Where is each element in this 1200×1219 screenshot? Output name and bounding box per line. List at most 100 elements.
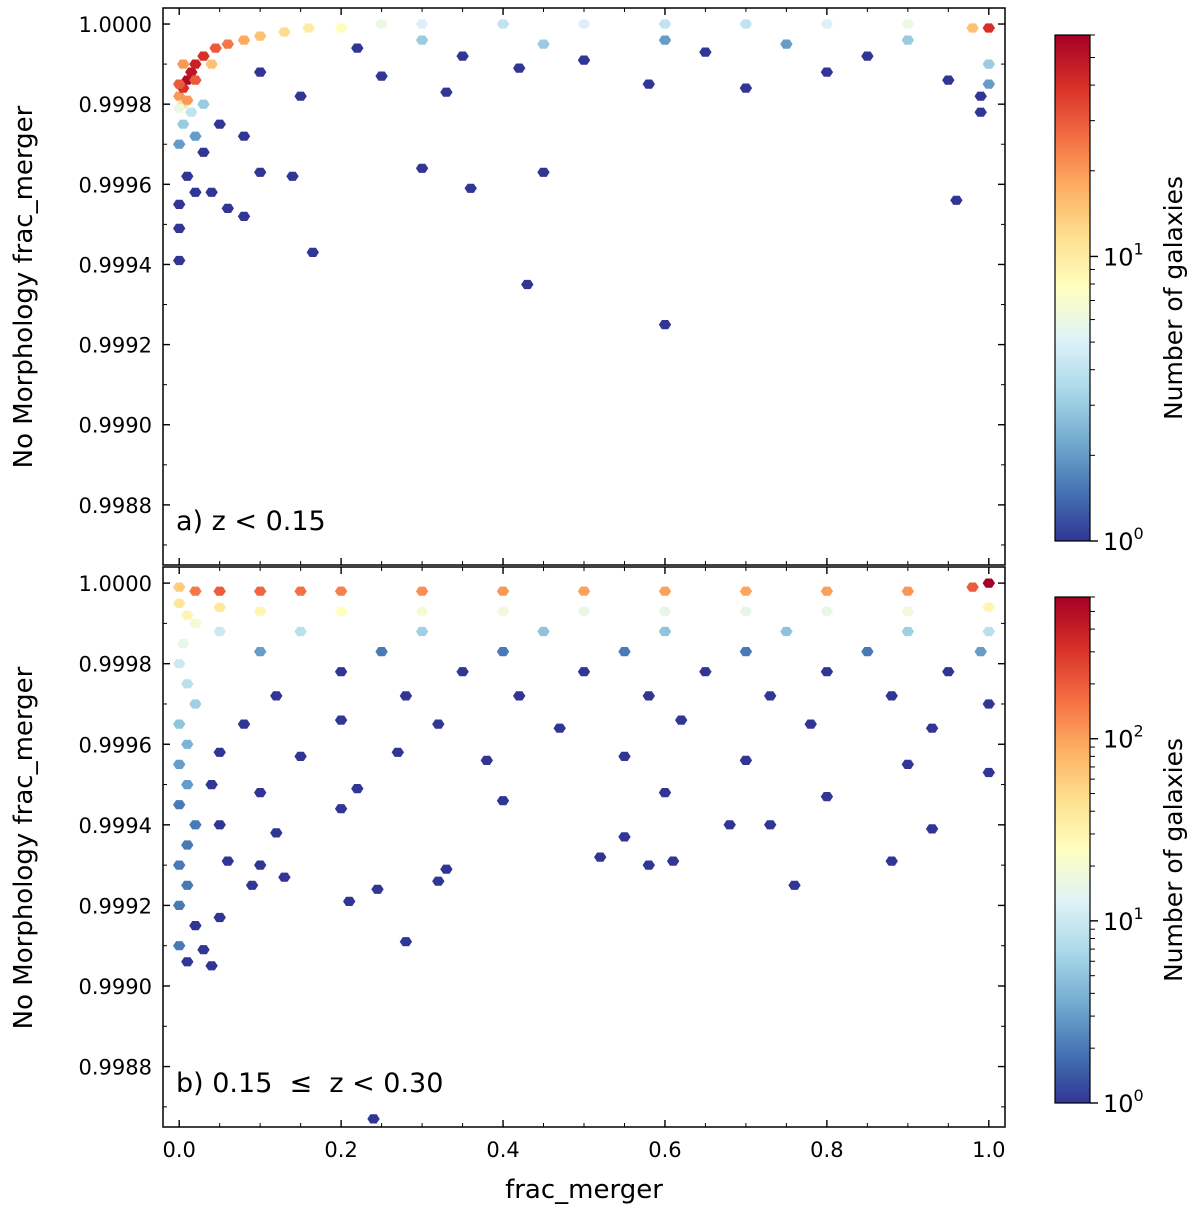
hexbin-cell [577,667,591,677]
hexbin-cell [173,900,186,910]
hexbin-cell [496,19,510,29]
hexbin-cell [306,247,319,257]
hexbin-cell [213,119,226,129]
hexbin-cell [173,139,186,149]
hexbin-cell [942,75,955,85]
hexbin-cell [618,832,631,842]
hexbin-cell [399,691,413,701]
hexbin-cell [658,586,672,596]
hexbin-cell [270,828,283,838]
hexbin-cell [213,912,226,923]
hexbin-cell [185,67,198,77]
colorbar-b-gradient [1054,596,1091,1104]
hexbin-cell [780,39,793,49]
panel-b-label: b) 0.15 ≤ z < 0.30 [176,1068,443,1099]
colorbar-tick-exponent: 1 [1134,239,1144,258]
hexbin-cell [537,626,550,637]
hexbin-cell [577,606,591,616]
hexbin-cell [254,647,267,657]
hexbin-cell [982,602,995,612]
y-tick-label: 0.9994 [79,253,152,277]
hexbin-cell [173,103,186,113]
hexbin-cell [415,586,429,596]
hexbin-cell [885,691,898,701]
colorbar-tick-exponent: 2 [1134,722,1144,741]
hexbin-cell [415,163,429,173]
hexbin-cell [189,59,202,69]
hexbin-cell [302,23,315,33]
hexbin-cell [278,872,291,882]
hexbin-cell [496,796,510,806]
hexbin-cell [764,691,777,701]
hexbin-cell [739,83,753,93]
hexbin-cell [351,43,364,53]
hexbin-cell [334,667,348,677]
hexbin-cell [254,860,267,870]
hexbin-cell [577,55,591,65]
hexbin-cell [456,667,469,677]
hexbin-cell [982,699,995,709]
hexbin-cell [415,19,429,29]
colorbar-tick-label: 101 [1103,239,1144,271]
hexbin-cell [496,647,510,657]
y-tick-label: 0.9990 [79,975,152,999]
hexbin-cell [820,67,834,77]
hexbin-cell [982,578,995,588]
hexbin-cell [197,147,210,157]
hexbin-cell [173,199,186,209]
hexbin-cell [739,755,753,765]
hexbin-cell [658,626,672,637]
hexbin-cell [254,67,267,77]
panel-a: 0.9988 0.9990 0.9992 0.9994 0.9996 0.9998 1.00… [9,7,1006,566]
hexbin-cell [974,107,987,117]
hexbin-cell [375,647,388,657]
panel-b-data-points [173,578,995,1124]
hexbin-cell [189,586,202,596]
y-tick-label: 0.9996 [79,173,152,197]
hexbin-cell [618,751,631,761]
hexbin-cell [221,39,234,49]
hexbin-cell [189,187,202,197]
hexbin-cell [925,824,939,834]
colorbar-tick-label: 101 [1103,904,1144,936]
hexbin-cell [456,51,469,61]
hexbin-cell [278,27,291,37]
hexbin-cell [181,610,194,620]
x-axis-title: frac_merger [505,1175,663,1205]
hexbin-cell [181,171,194,181]
hexbin-cell [804,719,817,729]
x-tick-label: 0.8 [810,1138,843,1162]
hexbin-cell [197,51,210,61]
hexbin-cell [513,63,526,73]
hexbin-cell [861,647,874,657]
hexbin-cell [642,860,655,870]
hexbin-cell [391,747,404,757]
y-tick-label: 0.9994 [79,814,152,838]
hexbin-cell [173,659,186,669]
hexbin-cell [496,586,510,596]
y-tick-label: 0.9988 [79,494,152,518]
hexbin-cell [173,223,186,233]
hexbin-cell [739,19,753,29]
panel-b-axes: 0.99880.99900.99920.99940.99960.99981.00… [79,567,1006,1162]
hexbin-cell [820,586,834,596]
y-tick-label: 1.0000 [79,13,152,37]
hexbin-cell [982,767,995,778]
y-tick-label: 0.9996 [79,733,152,757]
hexbin-cell [221,856,234,866]
hexbin-cell [221,203,234,213]
hexbin-cell [173,255,186,266]
hexbin-cell [177,638,190,649]
hexbin-cell [334,586,348,596]
colorbar-tick-exponent: 0 [1134,524,1144,543]
hexbin-cell [189,131,202,141]
hexbin-cell [173,719,186,729]
hexbin-cell [375,71,388,81]
hexbin-cell [901,19,914,29]
hexbin-cell [189,921,202,931]
hexbin-cell [213,602,226,612]
colorbar-a-ticks: 100 101 [1090,34,1144,556]
hexbin-cell [820,606,834,616]
